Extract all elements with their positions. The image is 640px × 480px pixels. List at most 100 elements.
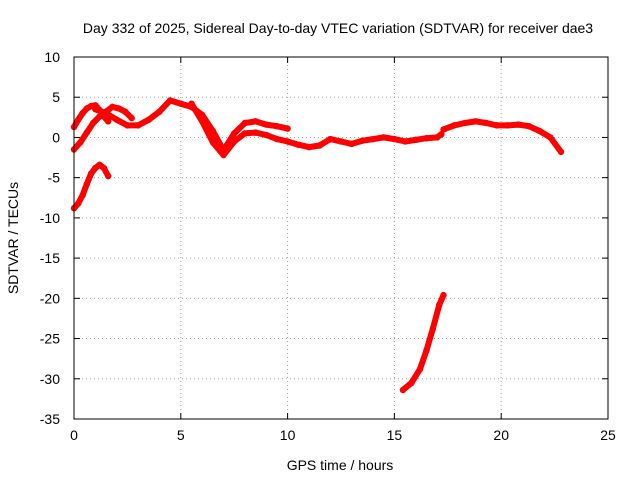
data-point (122, 108, 129, 115)
y-tick-label: -15 (40, 250, 60, 266)
data-point (102, 110, 110, 117)
data-point (100, 164, 108, 172)
x-tick-label: 0 (70, 427, 78, 443)
data-point (104, 172, 112, 180)
y-tick-label: 5 (52, 89, 60, 105)
y-tick-label: -25 (40, 331, 60, 347)
data-point (231, 130, 238, 137)
data-point (401, 138, 409, 145)
data-point (483, 119, 490, 127)
data-point (166, 97, 174, 104)
data-point (316, 142, 323, 149)
data-point (493, 122, 501, 129)
data-point (113, 116, 120, 123)
data-point (504, 122, 511, 129)
tick-layer (73, 56, 609, 420)
data-point (305, 143, 313, 151)
data-point (220, 151, 227, 159)
y-tick-label: -5 (48, 170, 61, 186)
y-tick-label: -30 (40, 371, 60, 387)
x-tick-label: 15 (387, 427, 403, 443)
data-point (515, 121, 522, 128)
data-point (124, 122, 131, 129)
data-point (156, 108, 163, 115)
data-point (145, 116, 152, 123)
tick-label-layer: 0 5 10 15 20 25 10 5 0 -5 -10 -15 -20 -25 -30 -35 (40, 49, 616, 443)
data-point (436, 301, 443, 308)
series-line-arc-4 (188, 100, 445, 159)
data-point (83, 180, 91, 188)
grid-layer (74, 57, 608, 419)
data-point (90, 119, 97, 127)
x-axis-label: GPS time / hours (287, 457, 394, 473)
plot-frame (73, 56, 609, 420)
data-point (438, 131, 445, 138)
y-axis-label: SDTVAR / TECUs (5, 182, 21, 294)
data-point (252, 118, 259, 125)
data-point (96, 113, 103, 120)
data-point (87, 170, 95, 177)
data-point (134, 122, 142, 129)
data-point (231, 138, 238, 145)
y-tick-label: -10 (40, 210, 60, 226)
data-point (408, 379, 415, 386)
data-point (547, 134, 554, 141)
data-point (109, 103, 116, 111)
data-point (128, 114, 135, 122)
data-point (557, 148, 565, 156)
data-point (536, 127, 543, 135)
series-line-arc-7 (440, 118, 564, 155)
chart-title: Day 332 of 2025, Sidereal Day-to-day VTE… (83, 20, 593, 36)
data-point (295, 141, 302, 148)
data-point (79, 192, 86, 199)
data-point (188, 100, 195, 107)
data-point (348, 140, 355, 148)
data-point (284, 125, 291, 132)
data-point (263, 131, 270, 139)
data-point (273, 122, 281, 130)
y-tick-label: 10 (44, 49, 60, 65)
data-point (241, 130, 249, 137)
data-point (472, 118, 479, 125)
data-point (198, 118, 206, 125)
data-point (423, 347, 430, 354)
data-point (263, 121, 270, 128)
data-point (337, 138, 345, 145)
data-point (391, 135, 398, 143)
data-point (423, 135, 430, 142)
series-line-arc-6 (399, 292, 447, 393)
data-point (451, 122, 458, 129)
data-point (273, 135, 281, 143)
data-point (461, 119, 469, 127)
data-point (412, 136, 419, 144)
data-point (77, 139, 84, 146)
y-tick-label: 0 (52, 129, 60, 145)
data-point (380, 134, 387, 141)
x-tick-label: 5 (177, 427, 185, 443)
data-point (79, 110, 86, 117)
data-point (416, 365, 424, 373)
data-point (284, 138, 291, 145)
y-tick-label: -20 (40, 290, 60, 306)
data-point (209, 139, 217, 146)
data-point (369, 135, 377, 143)
data-point (75, 200, 82, 207)
x-tick-label: 20 (493, 427, 509, 443)
x-tick-label: 10 (280, 427, 296, 443)
data-point (359, 137, 366, 144)
x-tick-label: 25 (600, 427, 616, 443)
data-point (327, 135, 334, 143)
data-point (104, 118, 112, 125)
data-point (83, 129, 91, 136)
data-point (440, 126, 447, 133)
data-point (440, 291, 447, 299)
data-point (429, 325, 437, 333)
data-point (115, 105, 123, 112)
data-point (92, 106, 99, 113)
series-layer (70, 97, 565, 394)
data-point (177, 100, 184, 107)
data-point (241, 119, 249, 127)
data-point (75, 116, 82, 123)
data-point (525, 122, 533, 130)
